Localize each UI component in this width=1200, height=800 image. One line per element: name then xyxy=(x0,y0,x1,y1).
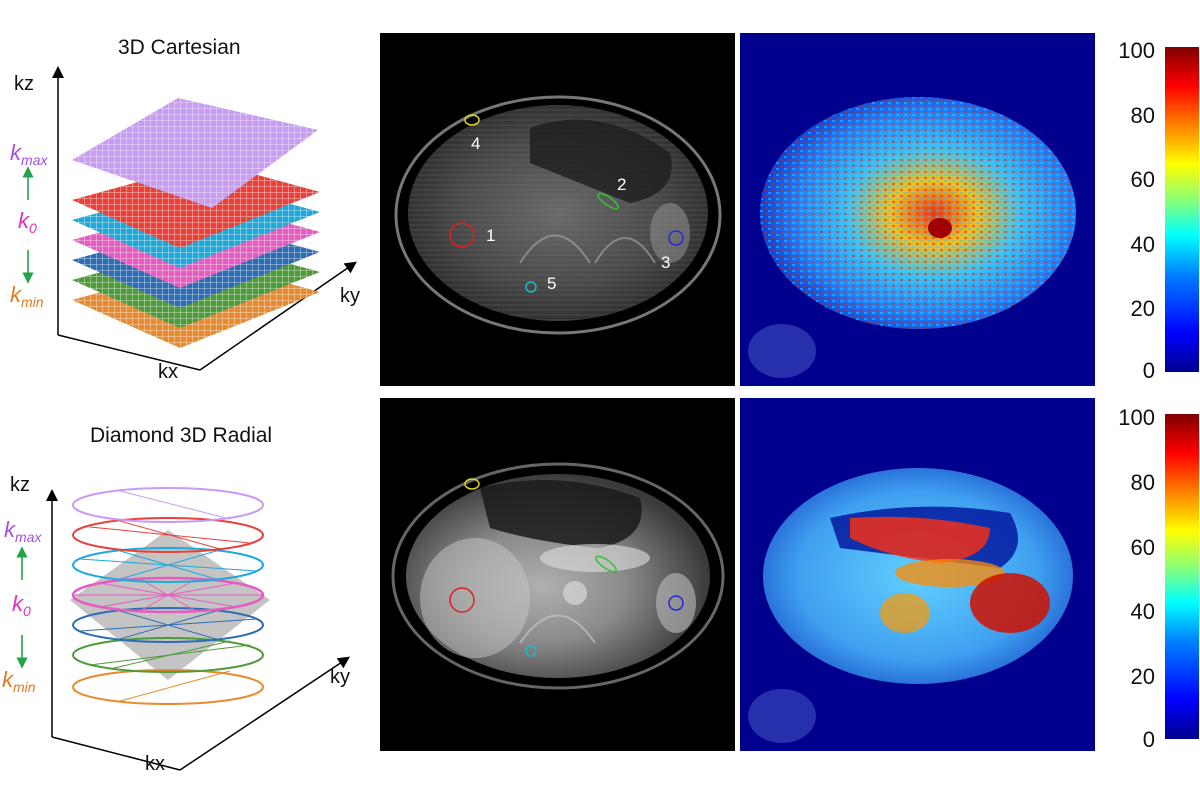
axis-label-kz: kz xyxy=(10,474,30,496)
label-k0: k0 xyxy=(18,208,37,236)
parameter-map-top xyxy=(740,33,1095,386)
roi-2-marker xyxy=(595,555,617,573)
cartesian-title: 3D Cartesian xyxy=(118,36,241,59)
cartesian-plane-kmax xyxy=(72,98,318,208)
radial-layer-pink xyxy=(71,576,265,614)
roi-label-5: 5 xyxy=(547,274,556,293)
diamond-shape xyxy=(70,530,270,680)
colorbar-bottom-tick: 20 xyxy=(1130,664,1155,689)
colorbar-bottom-tick: 80 xyxy=(1130,470,1155,495)
mri-image-top: 1 2 3 4 5 xyxy=(380,33,735,386)
roi-1-marker xyxy=(449,222,475,248)
roi-3-marker xyxy=(668,595,684,611)
colorbar-top-tick: 60 xyxy=(1130,167,1155,192)
axis-label-kz: kz xyxy=(14,73,34,95)
axis-label-kx: kx xyxy=(158,361,178,383)
parameter-map-bottom xyxy=(740,398,1095,751)
radial-layer-orange xyxy=(72,669,264,705)
colorbar-top-tick: 80 xyxy=(1130,103,1155,128)
axis-label-ky: ky xyxy=(330,666,350,688)
ky-axis xyxy=(179,656,350,771)
radial-title: Diamond 3D Radial xyxy=(90,424,273,447)
colorbar-top-tick: 40 xyxy=(1130,232,1155,257)
colorbar-top-tick: 0 xyxy=(1142,358,1155,383)
roi-4-marker xyxy=(464,478,480,490)
axis-label-ky: ky xyxy=(340,285,360,307)
mri-image-bottom xyxy=(380,398,735,751)
roi-5-marker xyxy=(525,281,537,293)
kx-axis xyxy=(51,736,181,771)
axis-label-kx: kx xyxy=(145,753,165,775)
radial-diagram: kz kx ky kmax k0 kmin xyxy=(2,474,350,775)
roi-label-1: 1 xyxy=(486,226,495,245)
roi-3-marker xyxy=(668,230,684,246)
colorbar-top-tick: 20 xyxy=(1130,296,1155,321)
kx-axis xyxy=(57,334,201,371)
radial-layer-blue xyxy=(72,607,264,643)
roi-2-marker xyxy=(597,192,619,210)
colorbar-top xyxy=(1165,47,1199,372)
radial-layer-cyan xyxy=(72,547,264,583)
roi-label-3: 3 xyxy=(661,253,670,272)
colorbar-bottom-tick: 100 xyxy=(1118,405,1155,430)
label-k0: k0 xyxy=(12,591,31,619)
cartesian-plane-red xyxy=(72,162,320,248)
colorbar-bottom-tick: 0 xyxy=(1142,727,1155,752)
colorbar-top-tick: 100 xyxy=(1118,38,1155,63)
colorbar-bottom-tick: 40 xyxy=(1130,599,1155,624)
colorbar-bottom-tick: 60 xyxy=(1130,535,1155,560)
roi-1-marker xyxy=(449,587,475,613)
colorbar-bottom xyxy=(1165,414,1199,739)
cartesian-diagram: kz kx ky kmax k0 kmin xyxy=(10,66,360,383)
label-kmin: kmin xyxy=(2,667,36,695)
radial-layer-red xyxy=(72,517,264,553)
roi-5-marker xyxy=(525,645,537,657)
ky-axis xyxy=(199,261,357,371)
roi-label-4: 4 xyxy=(471,134,480,153)
roi-4-marker xyxy=(464,114,480,126)
label-kmin: kmin xyxy=(10,282,44,310)
label-kmax: kmax xyxy=(4,517,42,545)
radial-layer-kmax xyxy=(72,487,264,523)
roi-label-2: 2 xyxy=(617,175,626,194)
label-kmax: kmax xyxy=(10,140,48,168)
radial-layer-green xyxy=(72,637,264,673)
